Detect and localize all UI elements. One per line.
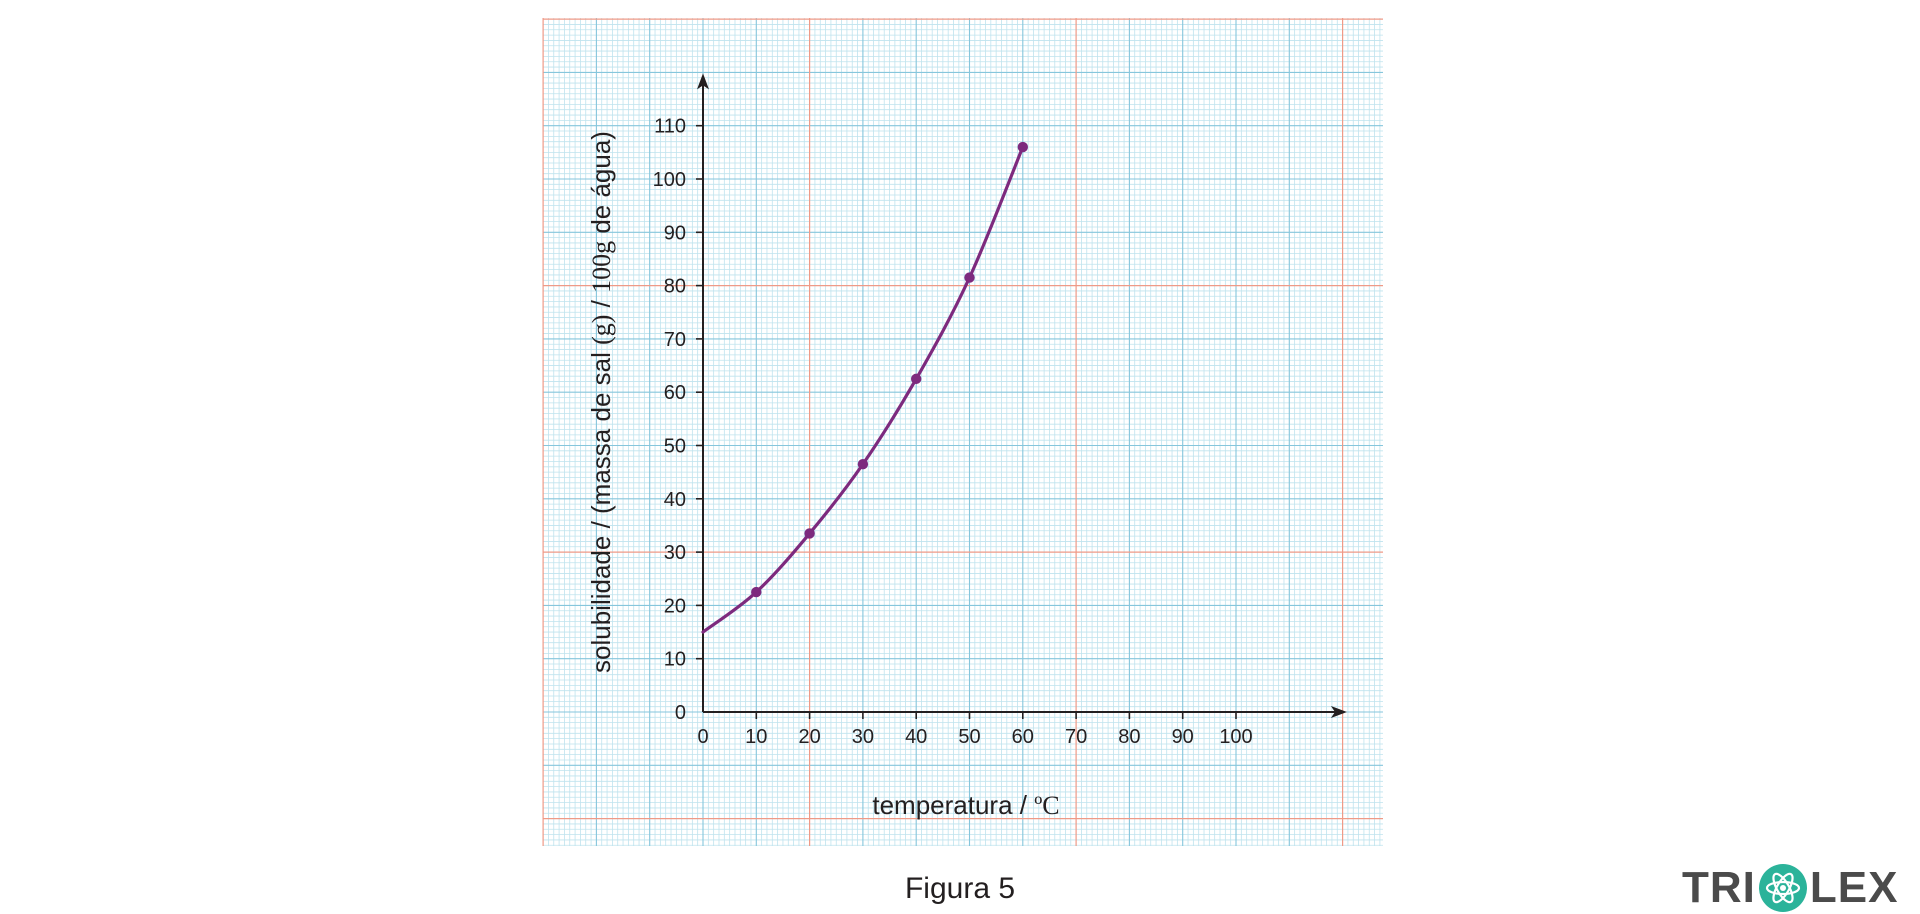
figure-caption: Figura 5 <box>904 872 1016 905</box>
x-tick-label: 30 <box>852 726 874 748</box>
logo-text-left: TRI <box>1682 863 1756 912</box>
x-axis-title-unit: ºC <box>1034 791 1059 820</box>
y-tick-label: 90 <box>664 222 686 244</box>
graph-paper-grid <box>542 18 1383 846</box>
y-axis-title-part-1: solubilidade / (massa de sal <box>586 345 616 673</box>
chart-axes <box>697 73 1347 718</box>
x-tick-label: 100 <box>1219 726 1252 748</box>
y-axis-arrow <box>697 73 709 90</box>
logo-text-right: LEX <box>1809 863 1899 912</box>
x-tick-label: 40 <box>905 726 927 748</box>
y-axis-title-part-4: 100g <box>587 241 616 293</box>
y-tick-label: 50 <box>664 436 686 458</box>
chart-ticks: 0 10 20 30 40 50 60 70 80 90 100 0 10 20 30 40 50 60 70 80 9… <box>653 116 1253 748</box>
x-tick-label: 60 <box>1012 726 1034 748</box>
y-tick-label: 20 <box>664 595 686 617</box>
y-axis-title: solubilidade / (massa de sal (g) / 100g … <box>586 131 616 673</box>
data-point <box>964 272 975 283</box>
grid-minor-lines <box>543 18 1383 846</box>
x-tick-label: 80 <box>1118 726 1140 748</box>
y-tick-label: 100 <box>653 169 686 191</box>
y-tick-label: 80 <box>664 276 686 298</box>
data-point <box>751 586 762 598</box>
x-tick-label: 10 <box>745 726 767 748</box>
data-point <box>857 458 869 470</box>
x-tick-label: 0 <box>697 726 708 748</box>
data-point <box>804 528 815 539</box>
x-axis-title: temperatura / ºC <box>872 790 1059 820</box>
chart-axis-titles: temperatura / ºC solubilidade / (massa d… <box>586 131 1060 820</box>
y-tick-label: 30 <box>664 542 686 564</box>
brand-logo: TRI LEX <box>1682 862 1898 914</box>
y-tick-label: 0 <box>675 702 686 724</box>
x-tick-label: 70 <box>1065 726 1087 748</box>
data-point <box>1017 141 1028 153</box>
y-tick-label: 40 <box>664 489 686 511</box>
chart-series <box>701 141 1028 634</box>
x-tick-label: 50 <box>958 726 980 748</box>
y-axis-title-part-5: de água) <box>586 131 616 241</box>
x-axis-title-text: temperatura / <box>872 790 1034 820</box>
x-tick-label: 20 <box>798 726 820 748</box>
data-point <box>911 373 922 385</box>
y-tick-label: 60 <box>664 382 686 404</box>
x-axis-arrow <box>1330 706 1347 718</box>
y-axis-title-part-2: (g) <box>587 315 616 345</box>
y-tick-label: 110 <box>654 116 686 138</box>
x-tick-label: 90 <box>1172 726 1194 748</box>
y-tick-label: 70 <box>664 329 686 351</box>
y-axis-title-part-3: / <box>586 293 616 315</box>
y-tick-label: 10 <box>664 649 686 671</box>
atom-icon <box>1758 864 1807 912</box>
grid-accent-lines <box>542 18 1383 846</box>
